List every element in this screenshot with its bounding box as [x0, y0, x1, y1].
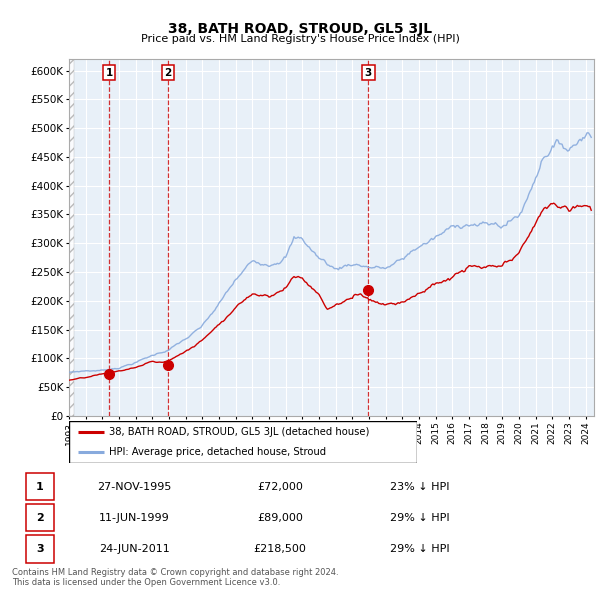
Text: 2: 2: [164, 68, 172, 78]
Text: 29% ↓ HPI: 29% ↓ HPI: [389, 513, 449, 523]
Text: 3: 3: [365, 68, 372, 78]
Text: £72,000: £72,000: [257, 481, 302, 491]
Text: 38, BATH ROAD, STROUD, GL5 3JL: 38, BATH ROAD, STROUD, GL5 3JL: [168, 22, 432, 36]
FancyBboxPatch shape: [26, 504, 54, 532]
Text: 3: 3: [36, 544, 44, 554]
Text: £218,500: £218,500: [253, 544, 306, 554]
Text: 29% ↓ HPI: 29% ↓ HPI: [389, 544, 449, 554]
Text: Contains HM Land Registry data © Crown copyright and database right 2024.
This d: Contains HM Land Registry data © Crown c…: [12, 568, 338, 587]
Text: 1: 1: [106, 68, 113, 78]
Text: 24-JUN-2011: 24-JUN-2011: [99, 544, 170, 554]
Text: 11-JUN-1999: 11-JUN-1999: [99, 513, 170, 523]
FancyBboxPatch shape: [26, 535, 54, 562]
Text: Price paid vs. HM Land Registry's House Price Index (HPI): Price paid vs. HM Land Registry's House …: [140, 34, 460, 44]
FancyBboxPatch shape: [69, 421, 417, 463]
Text: 38, BATH ROAD, STROUD, GL5 3JL (detached house): 38, BATH ROAD, STROUD, GL5 3JL (detached…: [109, 427, 370, 437]
Text: 27-NOV-1995: 27-NOV-1995: [97, 481, 172, 491]
Text: HPI: Average price, detached house, Stroud: HPI: Average price, detached house, Stro…: [109, 447, 326, 457]
Text: 2: 2: [36, 513, 44, 523]
FancyBboxPatch shape: [26, 473, 54, 500]
Text: 23% ↓ HPI: 23% ↓ HPI: [389, 481, 449, 491]
Text: £89,000: £89,000: [257, 513, 302, 523]
Text: 1: 1: [36, 481, 44, 491]
